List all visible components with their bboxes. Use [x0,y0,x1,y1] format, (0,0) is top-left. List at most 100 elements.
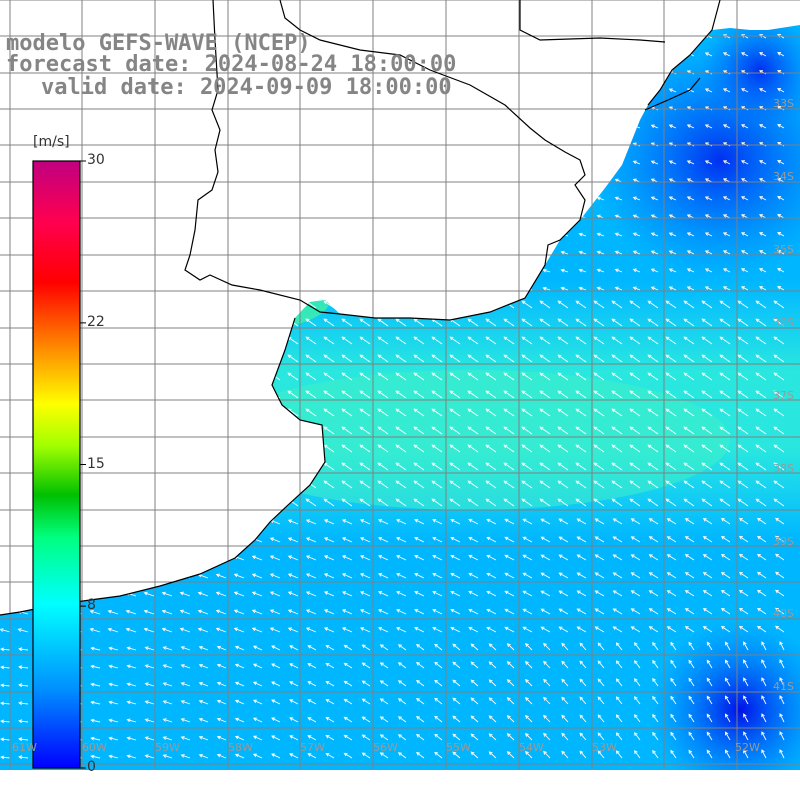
wind-arrow [720,536,731,543]
wind-arrow [360,537,371,543]
wind-arrow [737,462,749,471]
wind-arrow [233,591,245,597]
wind-arrow [359,372,371,381]
wind-arrow [719,354,731,363]
wind-arrow [539,480,551,489]
wind-arrow [777,52,785,57]
wind-arrow [397,698,407,705]
wind-arrow [215,444,227,453]
wind-arrow [272,161,281,166]
wind-arrow [452,287,461,291]
wind-arrow [722,196,731,201]
wind-arrow [0,574,11,579]
wind-arrow [576,572,587,579]
wind-arrow [575,480,587,489]
wind-arrow [561,750,569,759]
wind-arrow [377,354,389,363]
wind-arrow [198,645,209,651]
wind-arrow [396,519,407,525]
wind-arrow [18,683,29,688]
wind-arrow [200,126,209,130]
wind-arrow [126,646,137,651]
wind-arrow [615,732,623,741]
wind-arrow [144,664,155,669]
wind-arrow [434,679,443,687]
wind-arrow [161,609,173,615]
wind-arrow [107,426,119,435]
wind-arrow [740,178,749,183]
wind-arrow [665,444,677,453]
wind-arrow [503,426,515,435]
wind-arrow [416,716,425,723]
wind-arrow [126,718,137,723]
wind-arrow [323,354,335,363]
wind-arrow [522,518,533,525]
wind-arrow [557,444,569,453]
wind-arrow [399,18,406,21]
wind-arrow [251,408,263,417]
wind-arrow [359,426,371,435]
wind-arrow [359,444,371,453]
wind-arrow [289,753,299,759]
wind-arrow [17,408,29,417]
wind-arrow [575,462,587,471]
wind-arrow [470,715,479,723]
wind-arrow [110,126,119,131]
wind-arrow [738,571,749,579]
wind-arrow [287,480,299,489]
wind-arrow [17,444,29,453]
wind-arrow [470,161,479,165]
wind-arrow [558,572,569,579]
wind-arrow [234,717,245,723]
wind-arrow [269,498,281,507]
wind-arrow [506,250,515,255]
wind-arrow [521,336,533,345]
wind-arrow [398,233,407,238]
wind-arrow [561,732,569,741]
wind-arrow [359,300,371,309]
wind-arrow [434,287,443,291]
wind-arrow [161,573,173,579]
wind-arrow [107,408,119,417]
wind-arrow [395,480,407,489]
wind-arrow [614,88,623,93]
wind-arrow [107,498,119,507]
wind-arrow [416,287,425,292]
wind-arrow [557,462,569,471]
wind-arrow [720,590,731,597]
wind-arrow [720,608,731,615]
wind-arrow [89,498,101,507]
wind-arrow [251,591,263,597]
wind-arrow [449,480,461,489]
wind-arrow [0,372,11,381]
wind-arrow [755,318,767,327]
wind-arrow [539,498,551,507]
wind-arrow [305,555,317,561]
wind-arrow [252,735,263,741]
wind-arrow [89,480,101,489]
wind-arrow [325,663,335,669]
wind-arrow [125,627,137,633]
wind-arrow [506,124,515,129]
wind-arrow [215,408,227,417]
wind-arrow [683,336,695,345]
wind-arrow [634,678,641,687]
wind-arrow [575,444,587,453]
wind-arrow [542,286,551,291]
wind-arrow [233,444,245,453]
wind-arrow [665,426,677,435]
wind-arrow [612,626,623,633]
wind-arrow [704,88,713,93]
wind-arrow [125,462,137,471]
wind-arrow [449,354,461,363]
wind-arrow [197,537,209,543]
wind-arrow [470,125,479,129]
wind-arrow [557,408,569,417]
wind-arrow [305,519,317,525]
wind-arrow [449,444,461,453]
wind-arrow [162,646,173,651]
wind-arrow [341,462,353,471]
wind-arrow [738,607,749,615]
latitude-label: 35S [773,243,794,256]
wind-arrow [453,18,460,21]
